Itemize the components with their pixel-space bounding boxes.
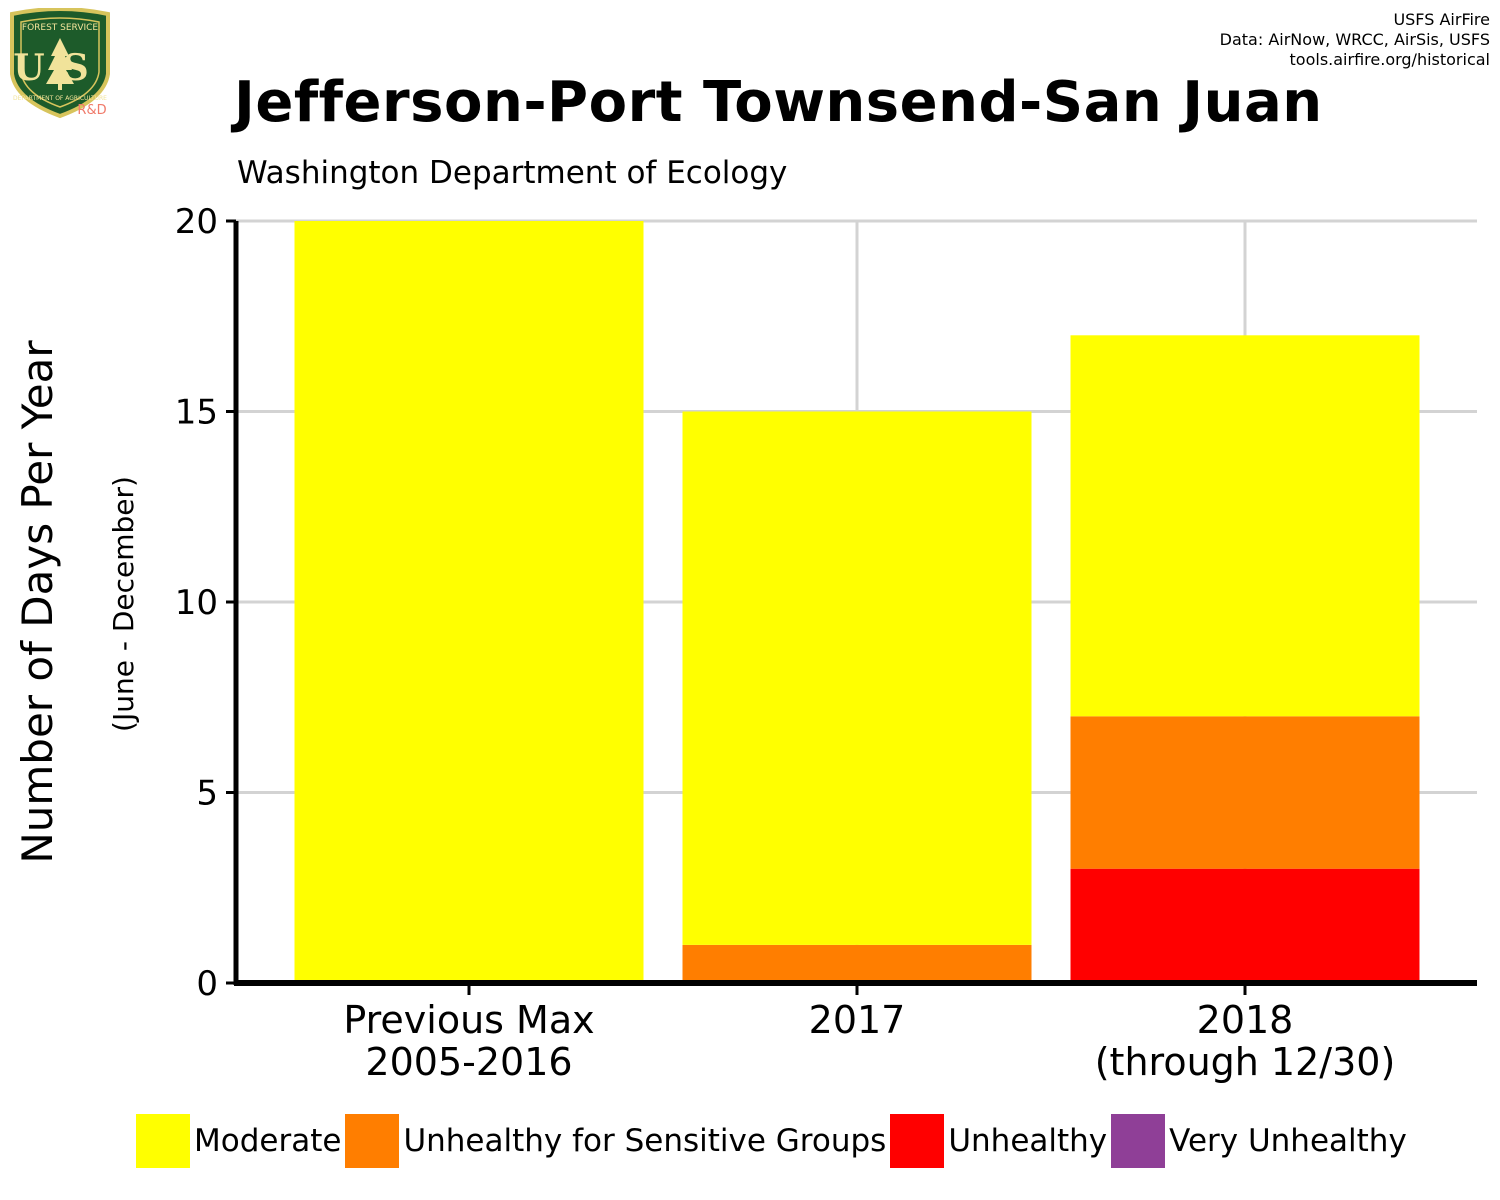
usfs-logo: FOREST SERVICE US DEPARTMENT OF AGRICULT… xyxy=(10,8,110,119)
legend-label: Unhealthy xyxy=(948,1123,1108,1159)
bar-segment xyxy=(682,944,1032,983)
x-tick-label: Previous Max xyxy=(343,998,594,1042)
bar-segment xyxy=(1070,335,1420,717)
x-tick-label: 2017 xyxy=(809,998,906,1042)
bar-segment xyxy=(1070,716,1420,869)
y-axis-subtitle: (June - December) xyxy=(107,476,140,732)
logo-top-text: FOREST SERVICE xyxy=(22,23,99,33)
bar-segment xyxy=(1070,868,1420,983)
logo-bottom-text: DEPARTMENT OF AGRICULTURE xyxy=(13,95,107,102)
chart-title: Jefferson-Port Townsend-San Juan xyxy=(234,70,1323,135)
credit-line: tools.airfire.org/historical xyxy=(1289,50,1490,69)
legend-label: Unhealthy for Sensitive Groups xyxy=(403,1123,887,1159)
y-tick-label: 5 xyxy=(196,774,218,814)
logo-rd-text: R&D xyxy=(77,103,106,118)
tree-icon xyxy=(46,38,74,84)
legend-item-unhealthy: Unhealthy xyxy=(890,1114,1107,1168)
legend-swatch xyxy=(890,1114,945,1168)
y-axis-title: Number of Days Per Year xyxy=(13,340,62,864)
x-tick-label: (through 12/30) xyxy=(1095,1040,1396,1084)
legend-item-moderate: Moderate xyxy=(136,1114,341,1168)
bar-segment xyxy=(682,411,1032,945)
x-tick-label: 2005-2016 xyxy=(365,1040,572,1084)
legend-item-very-unhealthy: Very Unhealthy xyxy=(1111,1114,1407,1168)
legend-label: Moderate xyxy=(194,1123,342,1159)
y-tick-label: 15 xyxy=(175,393,218,433)
y-tick-label: 20 xyxy=(175,202,218,242)
chart-legend: Moderate Unhealthy for Sensitive Groups … xyxy=(136,1113,1411,1169)
bar-segment xyxy=(294,221,644,983)
legend-swatch xyxy=(136,1114,190,1168)
legend-item-usg: Unhealthy for Sensitive Groups xyxy=(345,1114,886,1168)
y-tick-label: 10 xyxy=(175,583,218,623)
legend-swatch xyxy=(1111,1114,1166,1168)
data-credits: USFS AirFire Data: AirNow, WRCC, AirSis,… xyxy=(1220,10,1490,70)
credit-line: USFS AirFire xyxy=(1393,10,1490,29)
x-tick-label: 2018 xyxy=(1197,998,1294,1042)
y-tick-label: 0 xyxy=(196,964,218,1004)
legend-label: Very Unhealthy xyxy=(1169,1123,1407,1159)
chart-subtitle: Washington Department of Ecology xyxy=(237,155,788,191)
legend-swatch xyxy=(345,1114,400,1168)
credit-line: Data: AirNow, WRCC, AirSis, USFS xyxy=(1219,30,1490,49)
